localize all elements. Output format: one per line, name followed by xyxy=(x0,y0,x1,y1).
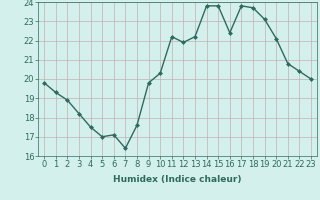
X-axis label: Humidex (Indice chaleur): Humidex (Indice chaleur) xyxy=(113,175,242,184)
